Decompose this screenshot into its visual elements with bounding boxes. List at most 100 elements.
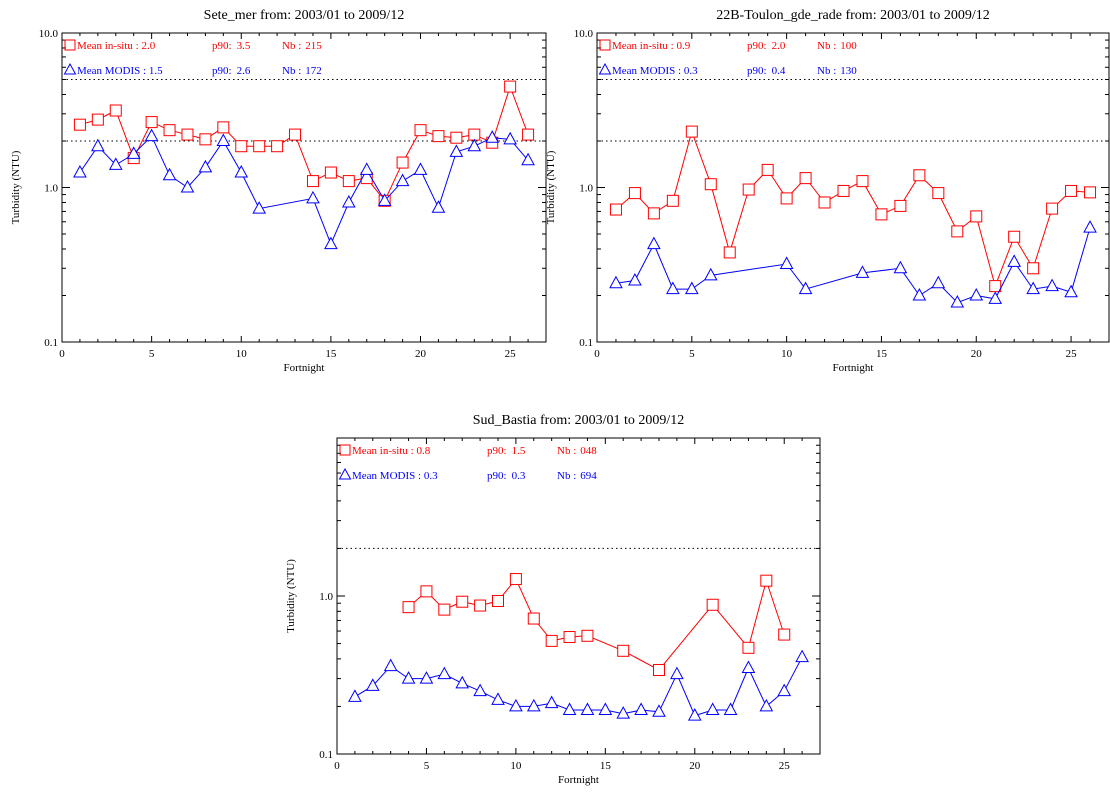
data-point-square — [818, 196, 831, 209]
y-tick-label: 0.1 — [44, 337, 58, 349]
legend-p90-label: p90: — [747, 40, 767, 52]
legend-square-icon — [599, 39, 611, 51]
legend-nb-text: Nb : 130 — [817, 65, 857, 77]
data-point-square — [989, 280, 1002, 293]
data-point-triangle — [670, 666, 684, 680]
data-point-square — [306, 175, 319, 188]
data-point-square — [217, 121, 230, 134]
legend-nb-label: Nb : — [557, 470, 576, 482]
data-point-triangle — [703, 267, 718, 281]
legend-mean-text: Mean MODIS : 0.3 — [612, 65, 698, 77]
data-point-triangle — [950, 295, 965, 308]
data-point-triangle — [647, 236, 661, 250]
legend-nb-value: 130 — [840, 65, 857, 77]
data-point-triangle — [162, 167, 177, 181]
x-axis-label: Fortnight — [284, 362, 325, 374]
data-point-square — [420, 585, 433, 598]
data-point-square — [324, 166, 337, 179]
data-point-triangle — [503, 131, 517, 145]
legend-mean-value: 1.5 — [149, 65, 163, 77]
data-point-square — [145, 116, 158, 129]
data-point-square — [402, 601, 415, 614]
data-point-triangle — [795, 649, 809, 663]
data-point-square — [837, 184, 850, 197]
x-tick-label: 10 — [781, 348, 793, 360]
legend-mean-value: 0.3 — [424, 470, 438, 482]
x-tick-label: 5 — [149, 348, 155, 360]
legend-p90-value: 1.5 — [512, 445, 526, 457]
legend: Mean in-situ : 2.0 p90: 3.5 Nb : 215 Mean MOD… — [63, 39, 322, 77]
data-point-triangle — [455, 675, 470, 689]
data-point-triangle — [91, 138, 105, 152]
x-tick-label: 20 — [689, 760, 701, 772]
legend-nb-text: Nb : 694 — [557, 470, 597, 482]
series-in-situ — [73, 80, 535, 207]
legend-separator: : — [675, 65, 684, 77]
legend-nb-text: Nb : 172 — [282, 65, 322, 77]
series-in-situ — [609, 125, 1097, 293]
data-point-square — [970, 210, 983, 223]
data-point-square — [742, 183, 755, 196]
legend-p90-text: p90: 1.5 — [487, 445, 526, 457]
legend-separator: : — [668, 40, 677, 52]
data-point-square — [163, 124, 176, 137]
legend-mean-text: Mean in-situ : 0.9 — [612, 40, 691, 52]
data-point-triangle — [1064, 284, 1078, 298]
data-point-triangle — [521, 152, 535, 166]
plot-frame — [336, 437, 821, 755]
chart-title: Sete_mer from: 2003/01 to 2009/12 — [204, 8, 405, 23]
data-point-square — [685, 125, 698, 138]
data-point-square — [617, 644, 630, 657]
data-point-triangle — [684, 281, 699, 295]
y-tick-label: 0.1 — [579, 337, 593, 349]
legend-p90-label: p90: — [212, 65, 232, 77]
legend-separator: : — [408, 445, 417, 457]
data-point-square — [704, 178, 717, 191]
y-tick-label: 1.0 — [319, 591, 333, 603]
legend-mean-text: Mean MODIS : 1.5 — [77, 65, 163, 77]
data-point-triangle — [401, 671, 416, 684]
legend-nb-text: Nb : 048 — [557, 445, 597, 457]
data-point-triangle — [437, 666, 452, 680]
data-point-square — [951, 225, 964, 238]
legend-nb-label: Nb : — [282, 65, 301, 77]
data-point-square — [913, 169, 926, 182]
data-point-triangle — [348, 689, 362, 702]
legend-mean-value: 2.0 — [141, 40, 155, 52]
data-point-square — [438, 603, 451, 616]
data-point-square — [666, 194, 679, 207]
legend-mean-text: Mean in-situ : 2.0 — [77, 40, 156, 52]
data-point-triangle — [419, 671, 434, 684]
legend-nb-value: 048 — [580, 445, 597, 457]
data-point-triangle — [562, 702, 577, 715]
x-tick-label: 15 — [876, 348, 888, 360]
data-point-square — [289, 128, 302, 141]
x-tick-label: 20 — [415, 348, 427, 360]
data-point-square — [545, 634, 558, 647]
x-tick-label: 0 — [59, 348, 65, 360]
data-point-square — [609, 203, 622, 216]
data-point-square — [1046, 202, 1059, 215]
data-point-triangle — [1045, 278, 1059, 292]
data-point-triangle — [912, 287, 927, 301]
data-point-triangle — [723, 702, 738, 715]
data-point-square — [563, 631, 576, 644]
legend-mean-text: Mean MODIS : 0.3 — [352, 470, 438, 482]
data-point-square — [778, 628, 791, 641]
legend-p90-value: 2.0 — [772, 40, 786, 52]
legend-triangle-icon — [63, 62, 77, 75]
data-point-square — [894, 199, 907, 212]
data-point-square — [342, 175, 355, 188]
data-point-triangle — [598, 702, 613, 715]
x-tick-label: 10 — [236, 348, 248, 360]
data-point-triangle — [144, 128, 159, 142]
legend-p90-value: 0.3 — [512, 470, 526, 482]
data-point-triangle — [108, 157, 123, 170]
legend-nb-label: Nb : — [817, 40, 836, 52]
legend-square-icon — [64, 39, 76, 51]
x-tick-label: 15 — [600, 760, 612, 772]
y-axis-label: Turbidity (NTU) — [10, 150, 22, 224]
data-point-triangle — [779, 256, 794, 269]
data-point-triangle — [969, 287, 984, 301]
data-point-triangle — [473, 683, 487, 697]
